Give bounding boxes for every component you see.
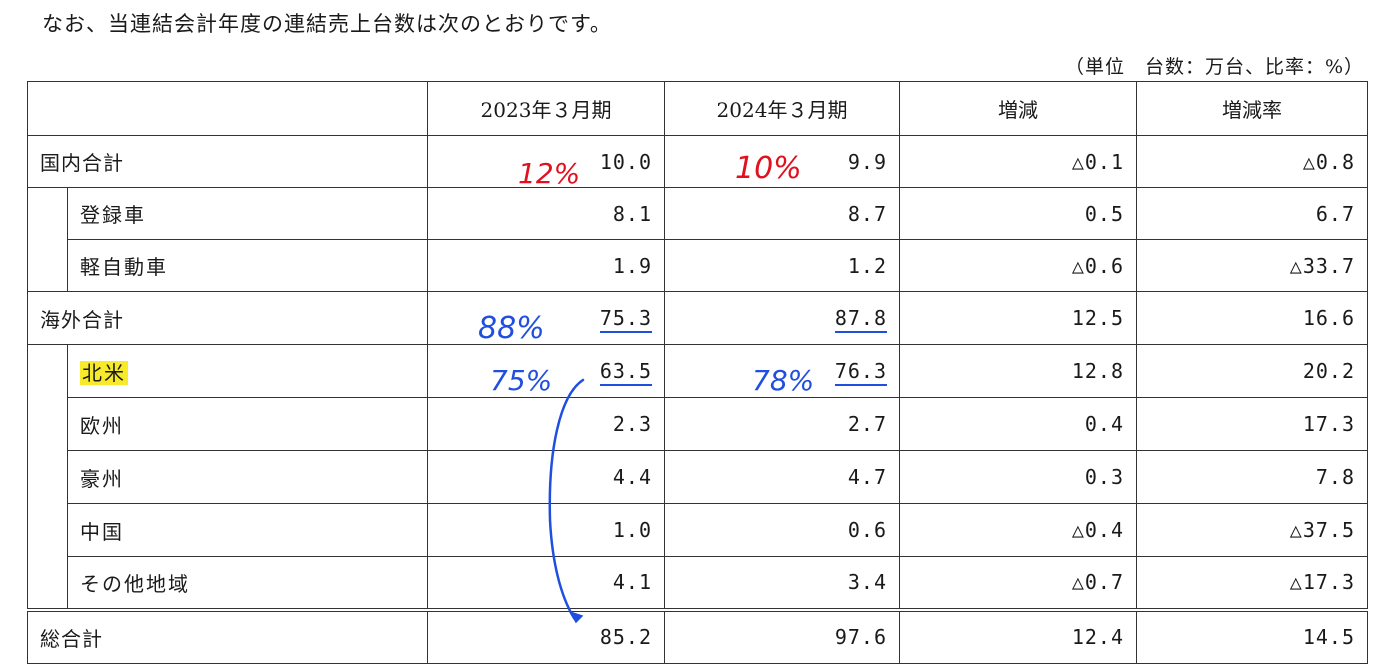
cell-domestic-2023: 10.0 <box>427 135 665 188</box>
unit-note: （単位 台数：万台、比率：%） <box>1064 56 1364 78</box>
cell-australia-2024: 4.7 <box>664 450 900 504</box>
row-label-overseas: 海外合計 <box>27 291 428 345</box>
cell-overseas-2023: 75.3 <box>427 291 665 345</box>
cell-kei-2024: 1.2 <box>664 239 900 292</box>
underlined-value: 76.3 <box>834 359 887 386</box>
indent-spacer <box>27 239 68 292</box>
cell-domestic-change: △0.1 <box>899 135 1137 188</box>
cell-registered-2024: 8.7 <box>664 187 900 240</box>
row-label-australia: 豪州 <box>67 450 428 504</box>
table-row: その他地域 4.1 3.4 △0.7 △17.3 <box>27 556 1368 610</box>
cell-kei-change: △0.6 <box>899 239 1137 292</box>
header-change-rate: 増減率 <box>1136 81 1368 136</box>
cell-europe-rate: 17.3 <box>1136 397 1368 451</box>
row-label-kei: 軽自動車 <box>67 239 428 292</box>
cell-china-2023: 1.0 <box>427 503 665 557</box>
table-row: 国内合計 10.0 9.9 △0.1 △0.8 <box>27 135 1368 188</box>
cell-other-change: △0.7 <box>899 556 1137 610</box>
cell-registered-rate: 6.7 <box>1136 187 1368 240</box>
cell-other-rate: △17.3 <box>1136 556 1368 610</box>
cell-australia-rate: 7.8 <box>1136 450 1368 504</box>
indent-spacer <box>27 450 68 504</box>
header-change: 増減 <box>899 81 1137 136</box>
row-label-registered: 登録車 <box>67 187 428 240</box>
table-row: 登録車 8.1 8.7 0.5 6.7 <box>27 187 1368 240</box>
cell-na-rate: 20.2 <box>1136 344 1368 398</box>
indent-spacer <box>27 397 68 451</box>
cell-na-2024: 76.3 <box>664 344 900 398</box>
table-row: 欧州 2.3 2.7 0.4 17.3 <box>27 397 1368 451</box>
highlighted-label: 北米 <box>80 360 128 385</box>
row-label-other: その他地域 <box>67 556 428 610</box>
indent-spacer <box>27 187 68 240</box>
cell-europe-2024: 2.7 <box>664 397 900 451</box>
cell-europe-change: 0.4 <box>899 397 1137 451</box>
cell-na-2023: 63.5 <box>427 344 665 398</box>
sales-volume-table: 2023年３月期 2024年３月期 増減 増減率 国内合計 10.0 9.9 △… <box>27 81 1368 664</box>
row-label-north-america: 北米 <box>67 344 428 398</box>
indent-spacer <box>27 556 68 610</box>
cell-domestic-rate: △0.8 <box>1136 135 1368 188</box>
cell-kei-rate: △33.7 <box>1136 239 1368 292</box>
cell-total-2023: 85.2 <box>427 607 665 664</box>
table-row: 中国 1.0 0.6 △0.4 △37.5 <box>27 503 1368 557</box>
table-row-total: 総合計 85.2 97.6 12.4 14.5 <box>27 607 1368 664</box>
row-label-total: 総合計 <box>27 607 428 664</box>
intro-text: なお、当連結会計年度の連結売上台数は次のとおりです。 <box>42 12 612 36</box>
cell-total-rate: 14.5 <box>1136 607 1368 664</box>
header-row: 2023年３月期 2024年３月期 増減 増減率 <box>27 81 1368 136</box>
cell-kei-2023: 1.9 <box>427 239 665 292</box>
row-label-china: 中国 <box>67 503 428 557</box>
cell-registered-change: 0.5 <box>899 187 1137 240</box>
cell-total-change: 12.4 <box>899 607 1137 664</box>
cell-total-2024: 97.6 <box>664 607 900 664</box>
cell-overseas-change: 12.5 <box>899 291 1137 345</box>
cell-overseas-2024: 87.8 <box>664 291 900 345</box>
cell-na-change: 12.8 <box>899 344 1137 398</box>
cell-other-2024: 3.4 <box>664 556 900 610</box>
row-label-domestic: 国内合計 <box>27 135 428 188</box>
cell-registered-2023: 8.1 <box>427 187 665 240</box>
indent-spacer <box>27 344 68 398</box>
cell-china-2024: 0.6 <box>664 503 900 557</box>
cell-overseas-rate: 16.6 <box>1136 291 1368 345</box>
row-label-europe: 欧州 <box>67 397 428 451</box>
cell-australia-2023: 4.4 <box>427 450 665 504</box>
table-row: 軽自動車 1.9 1.2 △0.6 △33.7 <box>27 239 1368 292</box>
table-row: 北米 63.5 76.3 12.8 20.2 <box>27 344 1368 398</box>
cell-china-change: △0.4 <box>899 503 1137 557</box>
cell-europe-2023: 2.3 <box>427 397 665 451</box>
underlined-value: 75.3 <box>599 306 652 333</box>
cell-china-rate: △37.5 <box>1136 503 1368 557</box>
indent-spacer <box>27 503 68 557</box>
table-row: 海外合計 75.3 87.8 12.5 16.6 <box>27 291 1368 345</box>
cell-other-2023: 4.1 <box>427 556 665 610</box>
underlined-value: 63.5 <box>599 359 652 386</box>
cell-domestic-2024: 9.9 <box>664 135 900 188</box>
header-fy2023: 2023年３月期 <box>427 81 665 136</box>
cell-australia-change: 0.3 <box>899 450 1137 504</box>
table-row: 豪州 4.4 4.7 0.3 7.8 <box>27 450 1368 504</box>
header-fy2024: 2024年３月期 <box>664 81 900 136</box>
underlined-value: 87.8 <box>834 306 887 333</box>
header-blank <box>27 81 428 136</box>
